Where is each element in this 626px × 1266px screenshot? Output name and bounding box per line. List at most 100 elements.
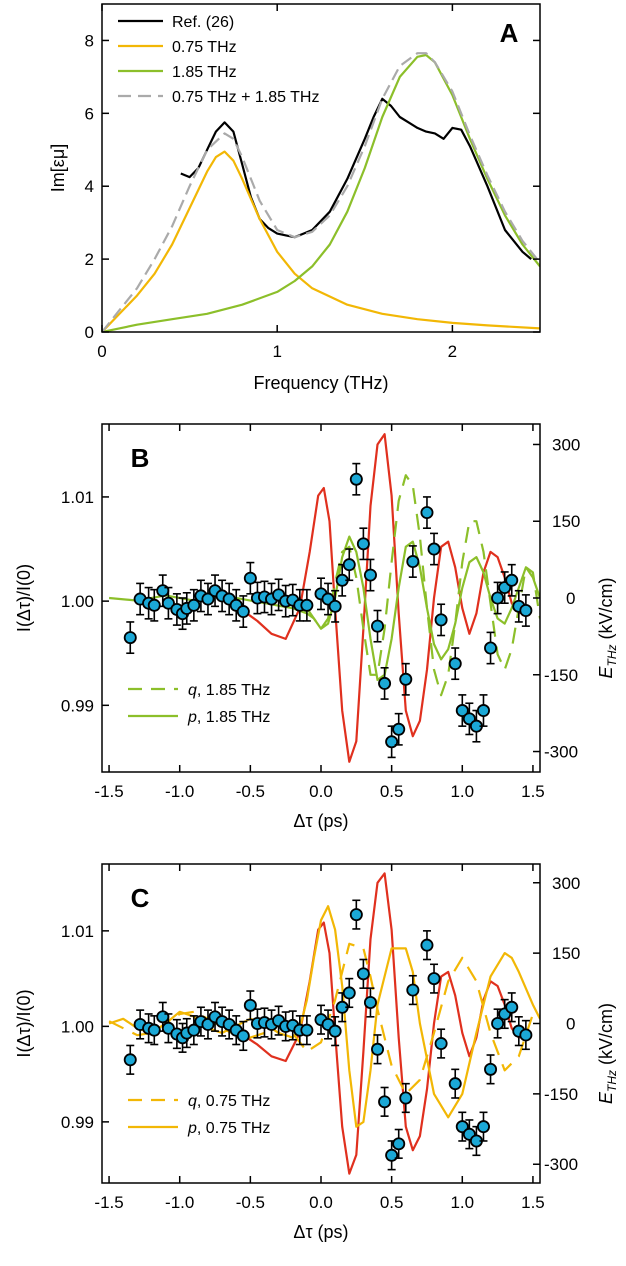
x-tick-label: -1.5: [94, 1193, 123, 1212]
y-tick-label: 6: [85, 104, 94, 123]
data-point: [123, 1053, 137, 1067]
data-point: [448, 1077, 462, 1091]
x-tick-label: 0.5: [380, 782, 404, 801]
y2-tick-label: -150: [544, 666, 578, 685]
data-point: [356, 967, 370, 981]
y-ticks: 0.99 1.00 1.01: [61, 488, 109, 715]
data-point: [243, 571, 257, 585]
data-point: [161, 596, 175, 610]
x-tick-label: -1.0: [165, 1193, 194, 1212]
data-point: [363, 995, 377, 1009]
series-line-ref-26-: [180, 97, 532, 260]
data-point: [427, 972, 441, 986]
data-point: [371, 1042, 385, 1056]
data-point: [378, 1095, 392, 1109]
data-point: [519, 1028, 533, 1042]
data-point: [349, 908, 363, 922]
legend-text: , 0.75 THz: [197, 1120, 271, 1137]
legend-symbol: p: [187, 1120, 197, 1137]
x-ticks: 0 1 2: [97, 4, 457, 361]
x-tick-label: 0.0: [309, 1193, 333, 1212]
data-point: [484, 641, 498, 655]
data-point: [378, 676, 392, 690]
data-point: [243, 998, 257, 1012]
legend-label: 0.75 THz: [172, 39, 237, 56]
data-point: [236, 1029, 250, 1043]
data-point: [420, 506, 434, 520]
x-tick-label: 1.0: [450, 782, 474, 801]
points-group: [123, 462, 533, 759]
data-point: [491, 1017, 505, 1031]
data-point: [300, 1023, 314, 1037]
x-axis-label: Frequency (THz): [253, 373, 388, 393]
x-ticks: -1.5 -1.0 -0.5 0.0 0.5 1.0 1.5: [94, 424, 545, 801]
data-point: [363, 568, 377, 582]
x-tick-label: 0.5: [380, 1193, 404, 1212]
y-axis-label: I(Δτ)/I(0): [14, 989, 34, 1057]
y2-tick-label: 300: [552, 435, 580, 454]
x-tick-label: -0.5: [236, 782, 265, 801]
series-line-1-85-thz: [102, 53, 540, 332]
x-tick-label: -0.5: [236, 1193, 265, 1212]
y2-label-unit: (kV/cm): [596, 1003, 616, 1070]
data-point: [448, 657, 462, 671]
panel-c: -1.5 -1.0 -0.5 0.0 0.5 1.0 1.5 0.99 1.00 1.01 -300…: [14, 863, 619, 1242]
data-point: [328, 599, 342, 613]
y2-label-sub: THz: [605, 1070, 619, 1092]
y-tick-label: 0.99: [61, 696, 94, 715]
legend-text: , 1.85 THz: [197, 709, 271, 726]
y2-tick-label: 150: [552, 512, 580, 531]
data-point: [187, 598, 201, 612]
y-tick-label: 0.99: [61, 1113, 94, 1132]
y-tick-label: 1.00: [61, 1017, 94, 1036]
legend-text: , 1.85 THz: [197, 682, 271, 699]
y-ticks: 0.99 1.00 1.01: [61, 922, 109, 1132]
legend-symbol: q: [188, 682, 197, 699]
data-point: [434, 613, 448, 627]
data-point: [187, 1023, 201, 1037]
y-tick-label: 1.01: [61, 922, 94, 941]
points-group: [123, 899, 533, 1171]
data-point: [455, 704, 469, 718]
data-point: [406, 555, 420, 569]
y-axis-label: I(Δτ)/I(0): [14, 564, 34, 632]
data-point: [427, 542, 441, 556]
y2-label-e: E: [596, 666, 616, 679]
series-line-0-75-thz-1-85-thz: [102, 52, 540, 332]
data-point: [406, 983, 420, 997]
data-point: [392, 722, 406, 736]
data-point: [123, 631, 137, 645]
x-axis-label: Δτ (ps): [293, 811, 348, 831]
y-axis-label: Im[εμ]: [48, 144, 68, 192]
panel-b: -1.5 -1.0 -0.5 0.0 0.5 1.0 1.5 0.99 1.00 1.01 -300…: [14, 423, 619, 831]
y2-label-e: E: [596, 1091, 616, 1104]
x-tick-label: 1.5: [521, 1193, 545, 1212]
plot-frame: [101, 3, 541, 333]
x-tick-label: -1.5: [94, 782, 123, 801]
y2-label-sub: THz: [605, 644, 619, 666]
data-point: [484, 1062, 498, 1076]
y-tick-label: 0: [85, 323, 94, 342]
data-point: [420, 938, 434, 952]
data-point: [399, 1091, 413, 1105]
data-point: [300, 598, 314, 612]
data-point: [505, 1000, 519, 1014]
data-point: [392, 1137, 406, 1151]
panel-label: A: [500, 18, 519, 48]
data-point: [201, 592, 215, 606]
data-point: [519, 604, 533, 618]
data-point: [385, 735, 399, 749]
x-tick-label: 2: [448, 342, 457, 361]
y2-tick-label: 0: [566, 589, 575, 608]
data-point: [236, 605, 250, 619]
legend-label: Ref. (26): [172, 14, 234, 31]
y-tick-label: 2: [85, 250, 94, 269]
data-point: [342, 558, 356, 572]
legend-symbol: q: [188, 1093, 197, 1110]
data-point: [349, 472, 363, 486]
x-ticks: -1.5 -1.0 -0.5 0.0 0.5 1.0 1.5: [94, 864, 545, 1212]
legend-label: q, 1.85 THz: [188, 682, 270, 699]
